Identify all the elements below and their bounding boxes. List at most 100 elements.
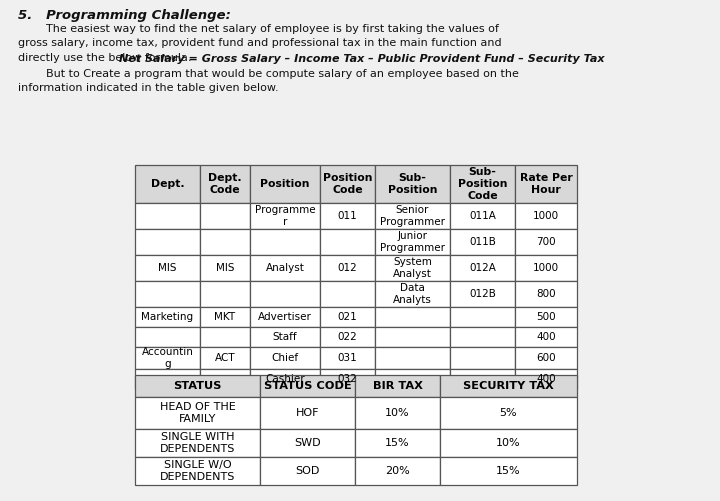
Text: 012A: 012A bbox=[469, 263, 496, 273]
Bar bbox=[450, 255, 515, 281]
Bar bbox=[135, 307, 200, 327]
Bar bbox=[440, 429, 577, 457]
Text: Chief: Chief bbox=[271, 353, 299, 363]
Bar bbox=[375, 369, 450, 389]
Bar bbox=[320, 281, 375, 307]
Text: 5.   Programming Challenge:: 5. Programming Challenge: bbox=[18, 9, 231, 22]
Text: 012B: 012B bbox=[469, 289, 496, 299]
Bar bbox=[375, 229, 450, 255]
Bar bbox=[260, 429, 355, 457]
Text: MIS: MIS bbox=[216, 263, 234, 273]
Bar bbox=[375, 327, 450, 347]
Text: Programme
r: Programme r bbox=[255, 205, 315, 227]
Text: Position
Code: Position Code bbox=[323, 173, 372, 195]
Bar bbox=[355, 429, 440, 457]
Text: 022: 022 bbox=[338, 332, 357, 342]
Text: Dept.
Code: Dept. Code bbox=[208, 173, 242, 195]
Bar bbox=[135, 165, 200, 203]
Text: Sub-
Position: Sub- Position bbox=[388, 173, 437, 195]
Bar bbox=[250, 369, 320, 389]
Text: The easiest way to find the net salary of employee is by first taking the values: The easiest way to find the net salary o… bbox=[18, 24, 502, 63]
Bar bbox=[135, 457, 260, 485]
Bar bbox=[250, 281, 320, 307]
Text: Sub-
Position
Code: Sub- Position Code bbox=[458, 167, 508, 200]
Bar bbox=[450, 165, 515, 203]
Bar bbox=[135, 203, 200, 229]
Bar bbox=[250, 203, 320, 229]
Bar bbox=[135, 327, 200, 347]
Bar bbox=[200, 369, 250, 389]
Bar bbox=[320, 327, 375, 347]
Bar bbox=[355, 375, 440, 397]
Bar bbox=[375, 165, 450, 203]
Text: 400: 400 bbox=[536, 374, 556, 384]
Text: Cashier: Cashier bbox=[265, 374, 305, 384]
Bar bbox=[250, 255, 320, 281]
Bar bbox=[260, 375, 355, 397]
Bar bbox=[440, 397, 577, 429]
Bar bbox=[250, 229, 320, 255]
Text: 10%: 10% bbox=[496, 438, 521, 448]
Bar bbox=[440, 375, 577, 397]
Bar bbox=[260, 397, 355, 429]
Bar bbox=[515, 255, 577, 281]
Text: Staff: Staff bbox=[273, 332, 297, 342]
Text: 012: 012 bbox=[338, 263, 357, 273]
Bar bbox=[250, 347, 320, 369]
Bar bbox=[135, 229, 200, 255]
Text: Advertiser: Advertiser bbox=[258, 312, 312, 322]
Bar bbox=[250, 327, 320, 347]
Text: 021: 021 bbox=[338, 312, 357, 322]
Bar bbox=[440, 457, 577, 485]
Bar bbox=[375, 307, 450, 327]
Text: Junior
Programmer: Junior Programmer bbox=[380, 231, 445, 253]
Text: 011: 011 bbox=[338, 211, 357, 221]
Bar bbox=[135, 255, 200, 281]
Bar bbox=[260, 457, 355, 485]
Text: SOD: SOD bbox=[295, 466, 320, 476]
Bar bbox=[320, 307, 375, 327]
Bar bbox=[515, 281, 577, 307]
Bar bbox=[135, 369, 200, 389]
Bar bbox=[200, 281, 250, 307]
Bar bbox=[450, 327, 515, 347]
Bar bbox=[135, 347, 200, 369]
Text: 600: 600 bbox=[536, 353, 556, 363]
Bar bbox=[320, 203, 375, 229]
Text: 011B: 011B bbox=[469, 237, 496, 247]
Text: STATUS: STATUS bbox=[174, 381, 222, 391]
Text: 800: 800 bbox=[536, 289, 556, 299]
Text: 500: 500 bbox=[536, 312, 556, 322]
Bar bbox=[375, 347, 450, 369]
Text: SINGLE WITH
DEPENDENTS: SINGLE WITH DEPENDENTS bbox=[160, 432, 235, 454]
Text: 1000: 1000 bbox=[533, 263, 559, 273]
Bar bbox=[200, 307, 250, 327]
Bar bbox=[135, 429, 260, 457]
Text: 15%: 15% bbox=[385, 438, 410, 448]
Text: 011A: 011A bbox=[469, 211, 496, 221]
Text: 5%: 5% bbox=[500, 408, 517, 418]
Bar bbox=[515, 327, 577, 347]
Text: STATUS CODE: STATUS CODE bbox=[264, 381, 351, 391]
Bar bbox=[515, 203, 577, 229]
Bar bbox=[515, 369, 577, 389]
Bar bbox=[375, 255, 450, 281]
Text: Dept.: Dept. bbox=[150, 179, 184, 189]
Text: HOF: HOF bbox=[296, 408, 319, 418]
Bar bbox=[320, 165, 375, 203]
Bar bbox=[375, 203, 450, 229]
Bar bbox=[450, 281, 515, 307]
Bar bbox=[515, 347, 577, 369]
Bar bbox=[200, 203, 250, 229]
Text: SECURITY TAX: SECURITY TAX bbox=[463, 381, 554, 391]
Bar bbox=[450, 307, 515, 327]
Bar bbox=[200, 165, 250, 203]
Bar bbox=[375, 281, 450, 307]
Text: System
Analyst: System Analyst bbox=[393, 257, 432, 279]
Text: 1000: 1000 bbox=[533, 211, 559, 221]
Bar bbox=[200, 255, 250, 281]
Bar bbox=[200, 229, 250, 255]
Bar bbox=[450, 229, 515, 255]
Text: SINGLE W/O
DEPENDENTS: SINGLE W/O DEPENDENTS bbox=[160, 460, 235, 482]
Text: HEAD OF THE
FAMILY: HEAD OF THE FAMILY bbox=[160, 402, 235, 424]
